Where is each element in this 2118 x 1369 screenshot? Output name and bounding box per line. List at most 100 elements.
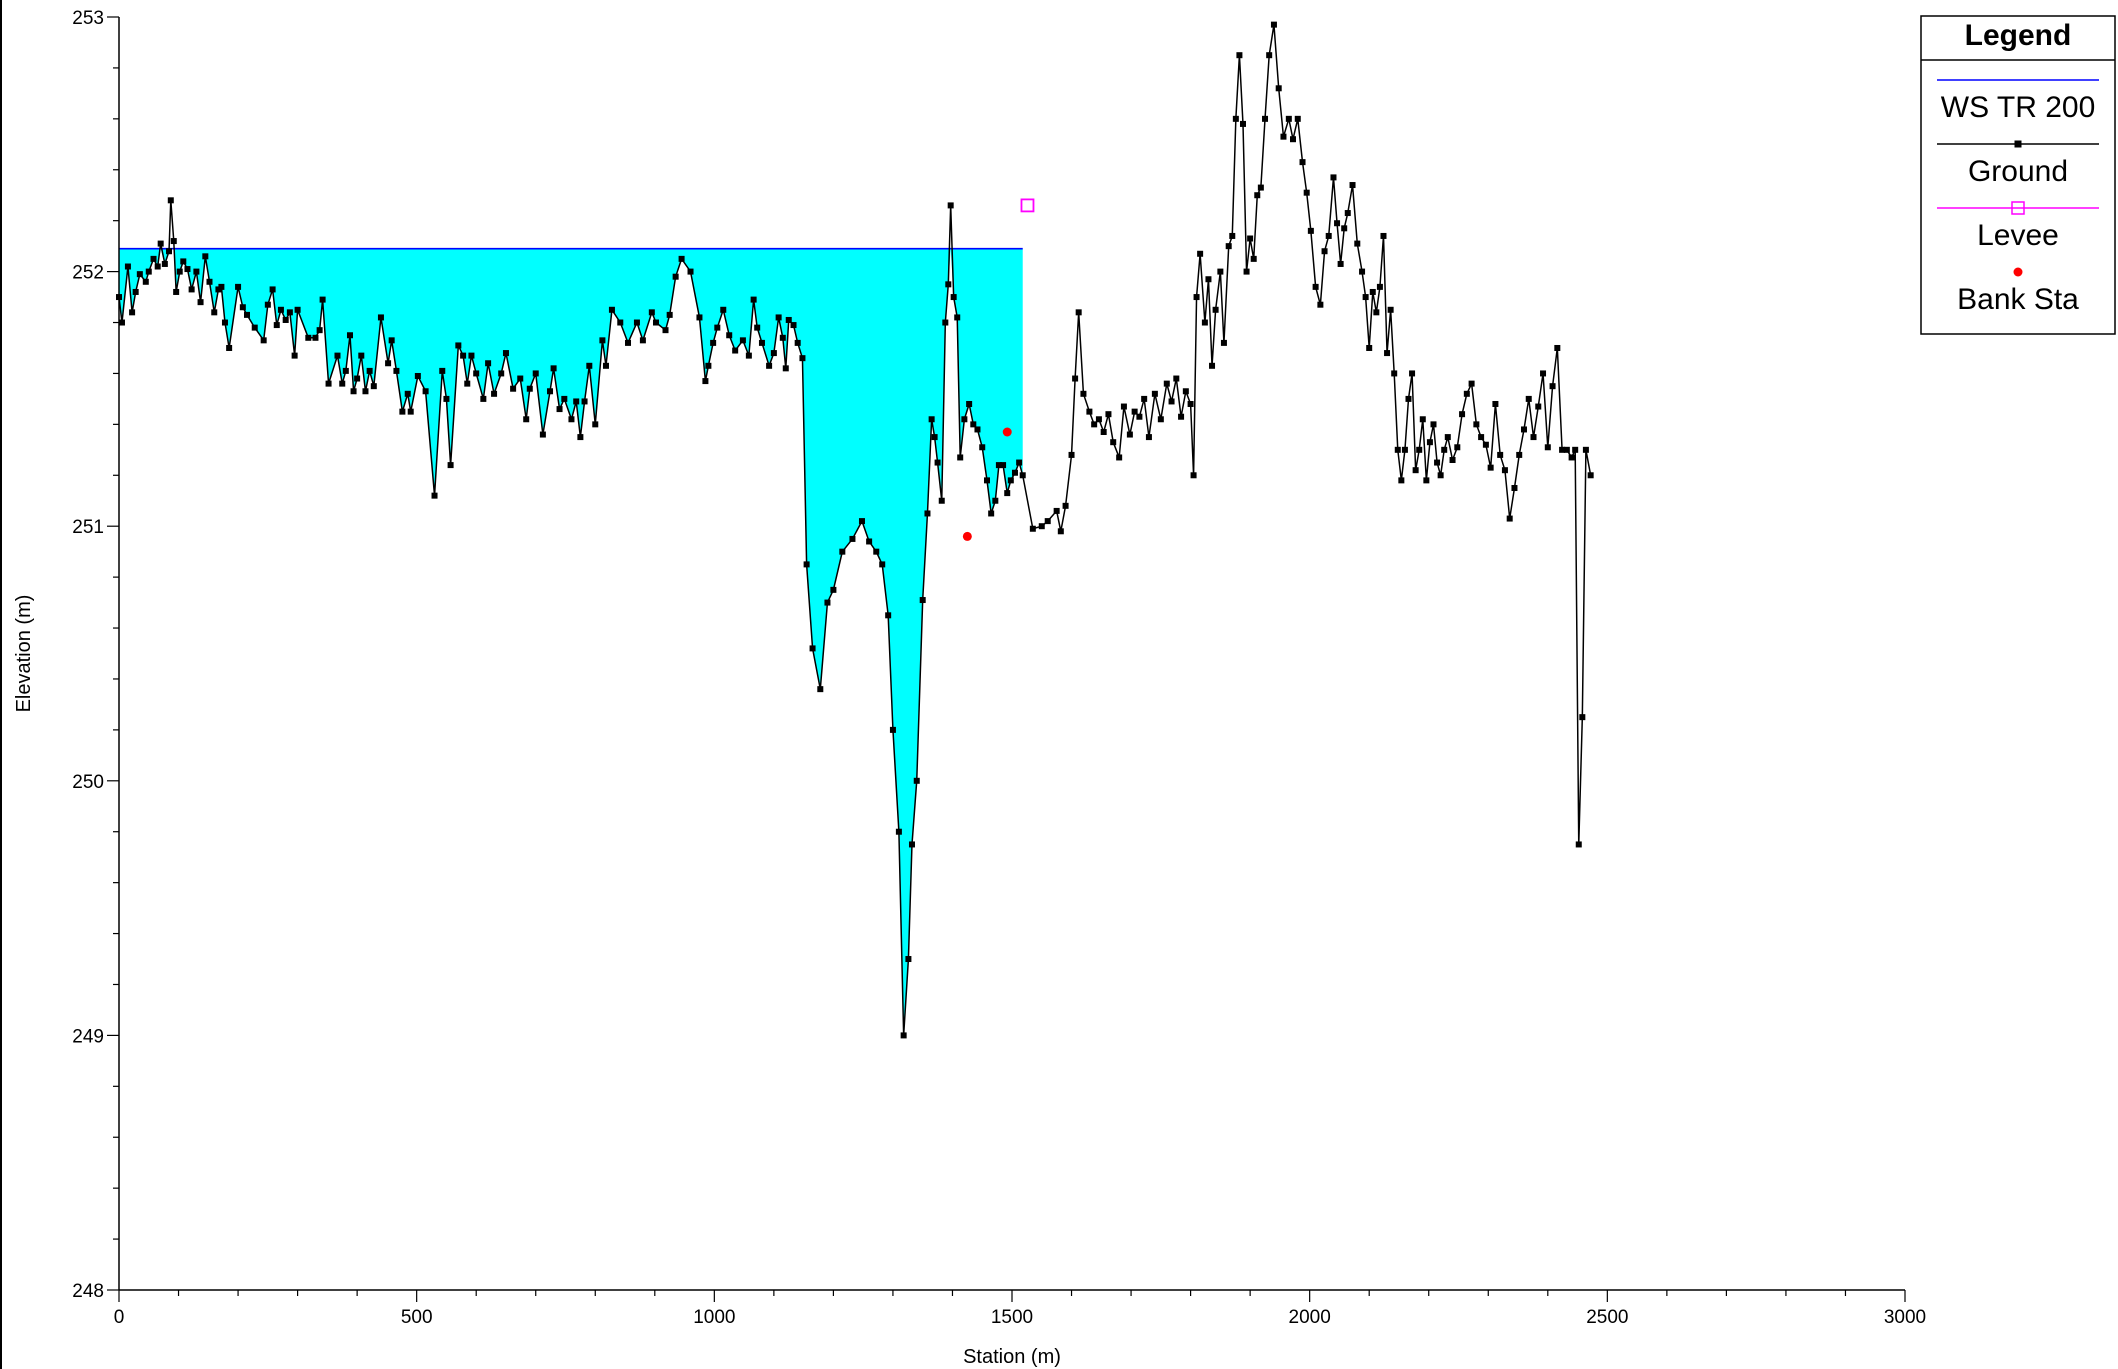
water-fill [119,248,1023,1036]
ground-point [1468,380,1475,387]
ground-point [350,388,357,395]
ground-point [1095,416,1102,423]
ground-point [1257,184,1264,191]
ground-point [1236,52,1243,59]
ground-point [1053,507,1060,514]
ground-point [1212,306,1219,313]
ground-point [1225,243,1232,250]
ground-point [934,459,941,466]
ground-point [1454,444,1461,451]
legend-label: Bank Sta [1957,283,2079,316]
ground-point [286,309,293,316]
ground-point [269,286,276,293]
y-tick-label: 253 [72,8,104,29]
ground-series [116,21,1594,1039]
ground-point [404,390,411,397]
ground-point [116,294,122,301]
ground-point [193,268,200,275]
ground-point [1373,309,1380,316]
water-surface-layer [119,247,1023,1036]
ground-point [422,388,429,395]
ground-point [132,288,139,295]
ground-point [358,352,365,359]
ground-point [1145,434,1152,441]
ground-point [305,334,312,341]
ground-point [889,726,896,733]
ground-point [339,380,346,387]
ground-point [1412,467,1419,474]
ground-point [1506,515,1513,522]
ground-point [1349,182,1356,189]
ground-point [312,334,319,341]
ground-point [388,337,395,344]
ground-point [1482,441,1489,448]
ground-point [1019,472,1026,479]
ground-point [1325,232,1332,239]
ground-point [750,296,757,303]
y-tick-label: 250 [72,772,104,793]
ground-point [1380,232,1387,239]
ground-point [705,362,712,369]
legend-label: Ground [1968,155,2068,188]
ground-point [184,266,191,273]
legend-swatch-marker [2014,140,2022,148]
ground-point [291,352,298,359]
ground-point [251,324,258,331]
ground-point [1423,477,1430,484]
ground-point [766,362,773,369]
ground-point [239,304,246,311]
ground-point [1299,159,1306,166]
ground-point [1520,426,1527,433]
ground-point [1004,490,1011,497]
ground-point [414,372,421,379]
ground-point [866,538,873,545]
ground-point [830,586,837,593]
ground-point [1086,408,1093,415]
ground-point [687,268,694,275]
ground-point [294,306,301,313]
ground-point [568,416,575,423]
ground-point [966,400,973,407]
ground-point [1441,446,1448,453]
ground-point [1250,255,1257,262]
ground-point [431,492,438,499]
ground-point [480,395,487,402]
ground-point [1220,339,1227,346]
ground-point [581,398,588,405]
ground-point [1501,467,1508,474]
ground-point [1091,421,1098,428]
ground-point [170,238,177,245]
ground-point [1487,464,1494,471]
ground-point [1409,370,1416,377]
ground-point [1011,469,1018,476]
ground-point [1080,390,1087,397]
ground-point [316,327,323,334]
ground-point [849,535,856,542]
ground-point [167,197,174,204]
ground-point [1229,232,1236,239]
ground-point [1072,375,1079,382]
ground-point [1398,477,1405,484]
ground-point [1530,434,1537,441]
y-tick-label: 252 [72,263,104,284]
ground-point [1247,235,1254,242]
ground-point [648,309,655,316]
ground-point [696,314,703,321]
ground-point [652,319,659,326]
ground-point [1582,446,1589,453]
ground-point [1289,136,1296,143]
ground-point [803,561,810,568]
ground-point [1116,454,1123,461]
ground-point [1294,115,1301,122]
ground-point [1419,416,1426,423]
ground-point [895,828,902,835]
x-tick-label: 1000 [693,1307,735,1328]
ground-point [354,375,361,382]
legend-title: Legend [1965,19,2072,52]
ground-point [439,367,446,374]
ground-point [491,390,498,397]
ground-point [809,645,816,652]
ground-point [547,388,554,395]
ground-point [221,319,228,326]
ground-point [1579,714,1586,721]
